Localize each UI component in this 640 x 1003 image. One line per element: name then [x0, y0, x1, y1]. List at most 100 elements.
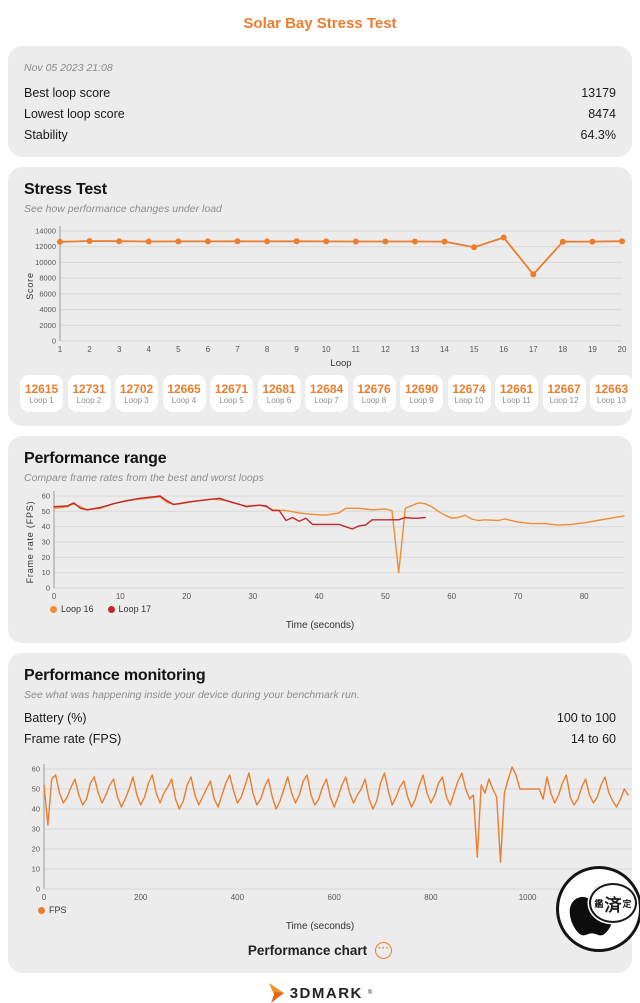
svg-text:19: 19	[588, 345, 597, 354]
loop-score-value: 12681	[262, 381, 296, 396]
svg-text:20: 20	[182, 592, 191, 601]
svg-text:14: 14	[440, 345, 449, 354]
brand-name: 3DMARK	[289, 984, 363, 1002]
loop-score-value: 12663	[594, 381, 629, 396]
svg-text:Score: Score	[25, 272, 35, 300]
svg-text:0: 0	[52, 592, 57, 601]
loop-score-value: 12667	[547, 381, 581, 396]
svg-text:10: 10	[32, 865, 40, 874]
svg-text:30: 30	[32, 825, 40, 834]
stress-test-subtitle: See how performance changes under load	[24, 203, 222, 215]
loop-score-chip: 12690 Loop 9	[400, 375, 443, 412]
svg-text:16: 16	[499, 345, 508, 354]
best-loop-score-label: Best loop score	[24, 85, 111, 100]
svg-text:13: 13	[410, 345, 419, 354]
performance-monitoring-title: Performance monitoring	[24, 667, 206, 684]
loop-score-chip: 12663 Loop 13	[590, 375, 632, 412]
stress-test-title: Stress Test	[24, 181, 107, 198]
loop-score-chip: 12702 Loop 3	[115, 375, 158, 412]
loop-score-chip: 12676 Loop 8	[352, 375, 396, 412]
svg-text:10000: 10000	[35, 258, 56, 267]
svg-text:10: 10	[42, 568, 50, 577]
more-options-icon[interactable]: ···	[375, 942, 393, 959]
stamp-char-left: 鑑	[594, 898, 604, 909]
svg-text:3: 3	[117, 345, 122, 354]
performance-range-chart: 0 10 20 30 40 50 60 0 10 20 30 40 50 60 70 80 Frame rate…	[25, 491, 625, 601]
loop-score-chip: 12615 Loop 1	[20, 375, 63, 412]
certification-watermark: 鑑 済 定	[556, 866, 640, 952]
performance-monitoring-card: Performance monitoring See what was happ…	[8, 653, 632, 973]
svg-text:0: 0	[36, 885, 40, 894]
loop-score-label: Loop 2	[76, 395, 102, 405]
svg-text:5: 5	[176, 345, 181, 354]
lowest-loop-score-row: Lowest loop score 8474	[24, 103, 616, 124]
svg-text:1: 1	[58, 345, 63, 354]
frame-rate-label: Frame rate (FPS)	[24, 731, 122, 746]
loop-score-value: 12676	[357, 381, 391, 396]
loop-score-label: Loop 10	[454, 395, 484, 405]
best-loop-score-row: Best loop score 13179	[24, 82, 616, 103]
svg-text:7: 7	[235, 345, 240, 354]
monitoring-x-axis-label: Time (seconds)	[285, 921, 355, 932]
svg-text:30: 30	[248, 592, 257, 601]
svg-text:15: 15	[470, 345, 479, 354]
loop-score-label: Loop 9	[409, 395, 434, 405]
loop-score-value: 12684	[309, 381, 344, 396]
performance-chart-expander[interactable]: Performance chart ···	[24, 942, 616, 959]
stress-test-card: Stress Test See how performance changes …	[8, 167, 632, 426]
svg-text:8000: 8000	[39, 274, 56, 283]
svg-text:0: 0	[46, 584, 50, 593]
svg-text:30: 30	[42, 538, 50, 547]
legend-dot-icon	[107, 605, 115, 613]
stamp-char-right: 定	[622, 898, 632, 909]
svg-text:80: 80	[580, 592, 589, 601]
svg-text:600: 600	[328, 893, 342, 902]
svg-text:800: 800	[424, 893, 438, 902]
svg-text:2: 2	[87, 345, 92, 354]
stability-row: Stability 64.3%	[24, 124, 616, 145]
legend-label: FPS	[49, 905, 67, 915]
svg-text:11: 11	[352, 345, 361, 354]
loop-score-value: 12702	[119, 381, 154, 396]
svg-text:60: 60	[32, 765, 40, 774]
svg-text:0: 0	[52, 337, 56, 346]
svg-text:4000: 4000	[39, 305, 56, 314]
svg-text:4: 4	[146, 345, 151, 354]
loop-score-label: Loop 5	[219, 395, 244, 405]
loop-score-chip: 12667 Loop 12	[542, 375, 586, 412]
frame-rate-value: 14 to 60	[570, 731, 616, 746]
legend-dot-icon	[38, 906, 45, 914]
svg-text:2000: 2000	[39, 321, 56, 330]
stability-value: 64.3%	[580, 127, 616, 142]
svg-text:50: 50	[42, 507, 50, 516]
loop-score-label: Loop 13	[597, 395, 626, 405]
battery-row: Battery (%) 100 to 100	[24, 707, 616, 728]
page-title: Solar Bay Stress Test	[243, 15, 397, 32]
performance-range-title: Performance range	[24, 450, 167, 467]
brand-footer: 3DMARK ®	[0, 983, 640, 1003]
svg-text:40: 40	[32, 805, 40, 814]
loop-score-chip: 12661 Loop 11	[495, 375, 538, 412]
svg-text:200: 200	[134, 893, 148, 902]
legend-item: Loop 16	[50, 604, 94, 614]
loop-score-label: Loop 4	[171, 395, 197, 405]
performance-range-card: Performance range Compare frame rates fr…	[8, 436, 632, 643]
run-timestamp: Nov 05 2023 21:08	[24, 62, 113, 74]
performance-monitoring-subtitle: See what was happening inside your devic…	[24, 689, 360, 701]
loop-score-value: 12674	[452, 381, 486, 396]
svg-text:0: 0	[42, 893, 47, 902]
svg-text:6: 6	[206, 345, 211, 354]
svg-text:6000: 6000	[39, 289, 56, 298]
svg-text:18: 18	[558, 345, 567, 354]
svg-text:9: 9	[294, 345, 299, 354]
loop-score-chip: 12674 Loop 10	[447, 375, 491, 412]
range-x-axis-label: Time (seconds)	[285, 620, 355, 631]
battery-label: Battery (%)	[24, 710, 87, 725]
svg-text:12000: 12000	[35, 242, 56, 251]
loop-score-label: Loop 12	[549, 395, 579, 405]
loop-score-chip: 12681 Loop 6	[257, 375, 301, 412]
svg-text:10: 10	[116, 592, 125, 601]
lowest-loop-score-label: Lowest loop score	[24, 106, 125, 121]
loop-score-chip: 12731 Loop 2	[67, 375, 111, 412]
